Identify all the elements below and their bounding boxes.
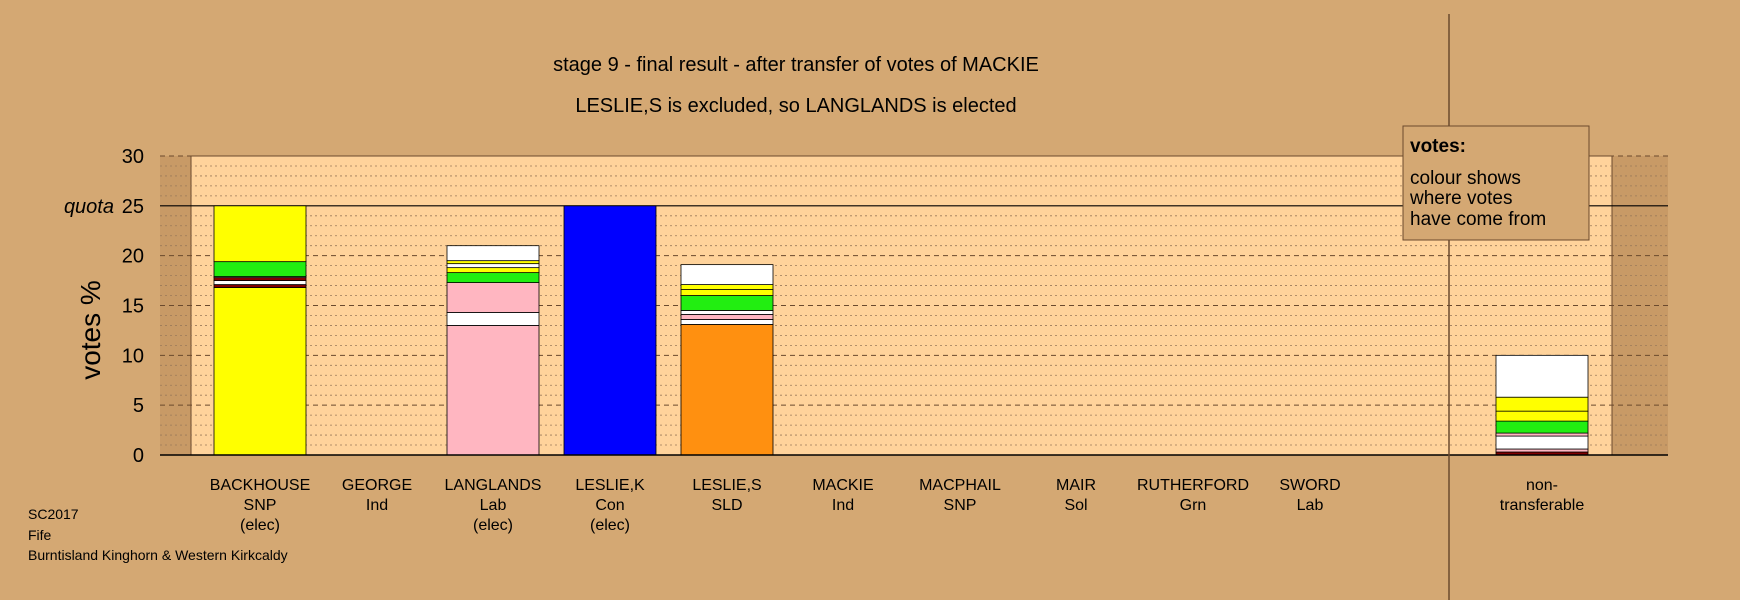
candidate-party: Ind bbox=[832, 497, 854, 514]
bar-segment bbox=[446, 245, 540, 262]
candidate-label: LESLIE,S SLD bbox=[692, 477, 761, 514]
bar-segment bbox=[213, 261, 307, 277]
footer-line: Fife bbox=[28, 527, 52, 543]
candidate-party: SNP bbox=[944, 497, 977, 514]
candidate-status: (elec) bbox=[590, 517, 630, 534]
bar-segment bbox=[213, 287, 307, 456]
candidate-party: SLD bbox=[711, 497, 742, 514]
candidate-name: non- bbox=[1526, 477, 1558, 494]
footer-line: SC2017 bbox=[28, 506, 79, 522]
bar-stack bbox=[680, 264, 774, 456]
bar-stack bbox=[446, 245, 540, 456]
y-tick-label: 25 bbox=[122, 196, 144, 218]
bar-segment bbox=[446, 325, 540, 456]
bar-stack bbox=[563, 205, 657, 456]
candidate-party: Sol bbox=[1064, 497, 1087, 514]
y-tick-label: 10 bbox=[122, 345, 144, 367]
candidate-name: GEORGE bbox=[342, 477, 412, 494]
candidate-name: LESLIE,S bbox=[692, 477, 761, 494]
bar-segment bbox=[446, 312, 540, 326]
bar-segment bbox=[1495, 448, 1589, 453]
y-tick-label: 20 bbox=[122, 246, 144, 268]
candidate-party: Lab bbox=[480, 497, 507, 514]
candidate-label: GEORGE Ind bbox=[342, 477, 412, 514]
candidate-name: MACKIE bbox=[812, 477, 873, 494]
bar-segment bbox=[446, 260, 540, 265]
y-tick-label: 15 bbox=[122, 296, 144, 318]
candidate-name: LANGLANDS bbox=[445, 477, 542, 494]
bar-segment bbox=[446, 267, 540, 274]
candidate-status: (elec) bbox=[240, 517, 280, 534]
bar-segment bbox=[680, 319, 774, 325]
y-tick-label: 5 bbox=[133, 395, 144, 417]
chart-title: stage 9 - final result - after transfer … bbox=[553, 54, 1039, 76]
bar-segment bbox=[446, 263, 540, 269]
bar-segment bbox=[680, 264, 774, 285]
candidate-label: LESLIE,K Con (elec) bbox=[575, 477, 645, 534]
bar-segment bbox=[1495, 396, 1589, 412]
legend-line: colour shows bbox=[1410, 168, 1521, 189]
bar-segment bbox=[213, 280, 307, 285]
bar-segment bbox=[446, 272, 540, 283]
bar-segment bbox=[680, 314, 774, 320]
legend-line: where votes bbox=[1409, 188, 1512, 209]
chart-subtitle: LESLIE,S is excluded, so LANGLANDS is el… bbox=[575, 95, 1016, 117]
bar-segment bbox=[1495, 432, 1589, 437]
candidate-label: LANGLANDS Lab (elec) bbox=[445, 477, 542, 534]
candidate-label: MACKIE Ind bbox=[812, 477, 873, 514]
bar-segment bbox=[213, 205, 307, 263]
legend-line: have come from bbox=[1410, 209, 1546, 230]
candidate-party: SNP bbox=[244, 497, 277, 514]
y-axis-label: votes % bbox=[75, 280, 106, 380]
candidate-name: MACPHAIL bbox=[919, 477, 1001, 494]
bar-segment bbox=[680, 295, 774, 311]
candidate-party: transferable bbox=[1500, 497, 1585, 514]
candidate-label: MACPHAIL SNP bbox=[919, 477, 1001, 514]
candidate-name: MAIR bbox=[1056, 477, 1096, 494]
quota-label: quota bbox=[64, 196, 114, 218]
bar-segment bbox=[213, 277, 307, 281]
footer-line: Burntisland Kinghorn & Western Kirkcaldy bbox=[28, 547, 288, 563]
y-tick-label: 30 bbox=[122, 146, 144, 168]
candidate-party: Grn bbox=[1180, 497, 1207, 514]
bar-segment bbox=[446, 282, 540, 313]
candidate-label: SWORD Lab bbox=[1279, 477, 1340, 514]
footer: SC2017 Fife Burntisland Kinghorn & Weste… bbox=[28, 506, 288, 563]
candidate-name: LESLIE,K bbox=[575, 477, 645, 494]
bar-segment bbox=[680, 289, 774, 296]
candidate-name: RUTHERFORD bbox=[1137, 477, 1249, 494]
candidate-status: (elec) bbox=[473, 517, 513, 534]
legend-box: votes: colour shows where votes have com… bbox=[1402, 125, 1590, 241]
bar-segment bbox=[680, 324, 774, 456]
candidate-label: non-transferable bbox=[1500, 477, 1585, 514]
bar-segment bbox=[1495, 435, 1589, 450]
bar-segment bbox=[680, 310, 774, 315]
bar-stack bbox=[1495, 354, 1589, 456]
bar-segment bbox=[1495, 354, 1589, 398]
bar-stack bbox=[213, 205, 307, 456]
bar-segment bbox=[1495, 420, 1589, 434]
candidate-party: Con bbox=[595, 497, 624, 514]
bar-segment bbox=[680, 284, 774, 290]
bar-segment bbox=[213, 284, 307, 288]
legend-title: votes: bbox=[1410, 136, 1466, 157]
y-tick-label: 0 bbox=[133, 445, 144, 467]
bar-segment bbox=[563, 205, 657, 456]
candidate-label: MAIR Sol bbox=[1056, 477, 1096, 514]
candidate-label: RUTHERFORD Grn bbox=[1137, 477, 1249, 514]
candidate-name: BACKHOUSE bbox=[210, 477, 310, 494]
candidate-name: SWORD bbox=[1279, 477, 1340, 494]
candidate-party: Ind bbox=[366, 497, 388, 514]
candidate-label: BACKHOUSE SNP (elec) bbox=[210, 477, 310, 534]
candidate-party: Lab bbox=[1297, 497, 1324, 514]
bar-segment bbox=[1495, 410, 1589, 422]
